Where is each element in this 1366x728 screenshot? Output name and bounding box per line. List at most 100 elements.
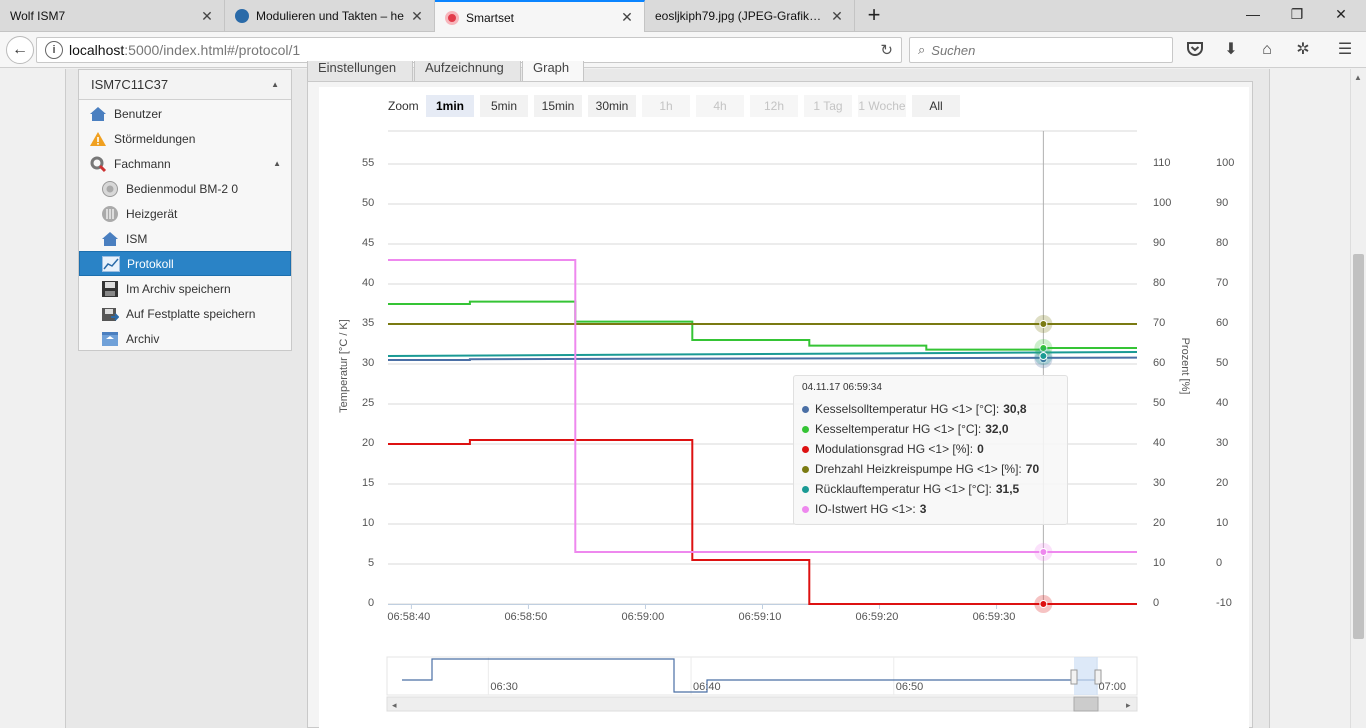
search-input[interactable]: ⌕ Suchen	[909, 37, 1173, 63]
zoom-1min-button[interactable]: 1min	[426, 95, 474, 117]
navigator-selection	[1074, 657, 1098, 695]
close-icon[interactable]: ✕	[201, 7, 213, 24]
browser-tab-image[interactable]: eosljkiph79.jpg (JPEG-Grafik, 136 ✕	[645, 0, 855, 32]
navigator-scrollbar-thumb[interactable]	[1073, 696, 1099, 712]
y3-tick-label: 40	[1216, 397, 1229, 409]
series-line	[388, 259, 1137, 553]
tab-einstellungen[interactable]: Einstellungen	[307, 61, 413, 82]
sidebar-item-heizgeraet[interactable]: Heizgerät	[79, 201, 291, 226]
reload-icon[interactable]: ↻	[880, 42, 893, 59]
browser-navbar: ← i localhost:5000/index.html#/protocol/…	[0, 32, 1366, 68]
restore-icon[interactable]: ❐	[1290, 6, 1304, 22]
y2-tick-label: 100	[1153, 197, 1172, 209]
series-line	[387, 351, 1138, 357]
close-icon[interactable]: ✕	[411, 7, 423, 24]
back-button[interactable]: ←	[6, 36, 34, 64]
y-tick-label: 5	[368, 557, 375, 569]
browser-tab-smartset[interactable]: Smartset ✕	[435, 0, 645, 33]
browser-tabbar: Wolf ISM7 ✕ Modulieren und Takten – he ✕…	[0, 0, 1366, 33]
sidebar-item-fachmann[interactable]: Fachmann ▲	[79, 151, 291, 176]
y2-tick-label: 20	[1153, 517, 1166, 529]
y3-tick-label: 60	[1216, 317, 1229, 329]
tooltip-row: Drehzahl Heizkreispumpe HG <1> [%]: 70	[802, 459, 1059, 479]
zoom-1tag-button[interactable]: 1 Tag	[804, 95, 852, 117]
scroll-right-icon[interactable]: ▸	[1126, 701, 1131, 711]
x-tick-label: 06:59:20	[855, 611, 899, 623]
tools-icon	[89, 155, 107, 173]
house-icon	[89, 105, 107, 123]
info-icon[interactable]: i	[45, 41, 63, 59]
y3-tick-label: 70	[1216, 277, 1229, 289]
window-close-icon[interactable]: ✕	[1335, 6, 1347, 22]
browser-tab-modulieren[interactable]: Modulieren und Takten – he ✕	[225, 0, 435, 32]
collapse-icon[interactable]: ▲	[273, 159, 281, 168]
sidebar-item-ism[interactable]: ISM	[79, 226, 291, 251]
sidebar-item-archiv-speichern[interactable]: Im Archiv speichern	[79, 276, 291, 301]
tooltip-row: Kesselsolltemperatur HG <1> [°C]: 30,8	[802, 399, 1059, 419]
series-dot	[802, 465, 809, 473]
zoom-all-button[interactable]: All	[912, 95, 960, 117]
y3-tick-label: 80	[1216, 237, 1229, 249]
series-marker	[1039, 548, 1048, 556]
page-scrollbar[interactable]: ▲	[1350, 69, 1366, 728]
smartset-icon	[445, 10, 459, 25]
y3-tick-label: 50	[1216, 357, 1229, 369]
zoom-5min-button[interactable]: 5min	[480, 95, 528, 117]
y2-tick-label: 70	[1153, 317, 1166, 329]
sidebar-item-bedienmodul[interactable]: Bedienmodul BM-2 0	[79, 176, 291, 201]
sidebar-item-archiv[interactable]: Archiv	[79, 326, 291, 351]
scroll-left-icon[interactable]: ◂	[392, 701, 397, 711]
y2-tick-label: 40	[1153, 437, 1166, 449]
sidebar: ISM7C11C37 ▲ Benutzer Störmeldungen Fach…	[78, 69, 292, 351]
browser-tab-wolf[interactable]: Wolf ISM7 ✕	[0, 0, 225, 32]
scrollbar-thumb[interactable]	[1353, 254, 1364, 639]
navigator-tick-label: 06:50	[895, 681, 924, 693]
navigator-scrollbar	[386, 696, 1138, 712]
pocket-icon[interactable]	[1185, 40, 1205, 60]
y-tick-label: 40	[362, 277, 375, 289]
navigator-handle-right[interactable]	[1094, 669, 1102, 685]
y2-tick-label: 80	[1153, 277, 1166, 289]
zoom-12h-button[interactable]: 12h	[750, 95, 798, 117]
series-dot	[802, 445, 809, 453]
download-icon[interactable]: ⬇	[1224, 41, 1238, 58]
y-tick-label: 15	[362, 477, 375, 489]
sidebar-item-benutzer[interactable]: Benutzer	[79, 101, 291, 126]
home-icon[interactable]: ⌂	[1262, 41, 1272, 58]
y-tick-label: 0	[368, 597, 375, 609]
close-icon[interactable]: ✕	[831, 7, 843, 24]
zoom-4h-button[interactable]: 4h	[696, 95, 744, 117]
chart-area	[319, 87, 1249, 728]
y3-tick-label: 0	[1216, 557, 1223, 569]
search-placeholder: Suchen	[931, 42, 976, 58]
close-icon[interactable]: ✕	[621, 9, 633, 25]
y-tick-label: 10	[362, 517, 375, 529]
y3-tick-label: 100	[1216, 157, 1235, 169]
x-tick-label: 06:59:30	[972, 611, 1016, 623]
y2-tick-label: 90	[1153, 237, 1166, 249]
wordpress-icon	[235, 9, 249, 23]
sidebar-item-stoermeldungen[interactable]: Störmeldungen	[79, 126, 291, 151]
zoom-30min-button[interactable]: 30min	[588, 95, 636, 117]
y2-tick-label: 50	[1153, 397, 1166, 409]
sidebar-header[interactable]: ISM7C11C37 ▲	[79, 70, 291, 100]
navigator-tick-label: 07:00	[1098, 681, 1126, 693]
zoom-15min-button[interactable]: 15min	[534, 95, 582, 117]
zoom-1h-button[interactable]: 1h	[642, 95, 690, 117]
series-dot	[802, 425, 809, 433]
navigator-handle-left[interactable]	[1070, 669, 1078, 685]
y2-axis-title: Prozent [%]	[1179, 337, 1191, 395]
x-tick-label: 06:59:10	[738, 611, 782, 623]
new-tab-button[interactable]: +	[867, 2, 881, 27]
sidebar-item-protokoll[interactable]: Protokoll	[79, 251, 291, 276]
collapse-icon[interactable]: ▲	[271, 80, 279, 89]
scroll-up-icon[interactable]: ▲	[1354, 73, 1362, 82]
extension-icon[interactable]: ✲	[1296, 41, 1310, 58]
zoom-1woche-button[interactable]: 1 Woche	[858, 95, 906, 117]
tab-aufzeichnung[interactable]: Aufzeichnung	[414, 61, 521, 82]
y3-tick-label: 20	[1216, 477, 1229, 489]
sidebar-item-festplatte-speichern[interactable]: Auf Festplatte speichern	[79, 301, 291, 326]
menu-icon[interactable]: ☰	[1337, 41, 1353, 58]
minimize-icon[interactable]: —	[1246, 6, 1260, 22]
